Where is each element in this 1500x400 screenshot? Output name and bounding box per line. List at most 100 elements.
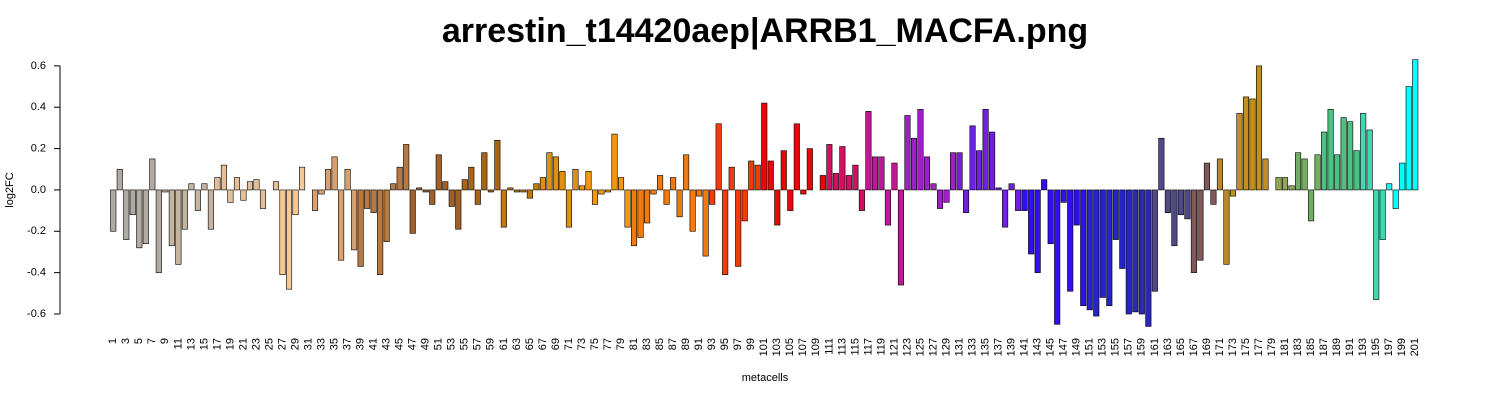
- bar: [604, 189, 612, 193]
- bar: [474, 189, 481, 205]
- bar: [344, 168, 351, 191]
- bar: [325, 168, 332, 191]
- x-tick-label: 5: [133, 338, 145, 344]
- bar: [149, 158, 156, 191]
- x-tick-label: 141: [1019, 338, 1031, 356]
- bar: [650, 189, 657, 195]
- bar: [1093, 189, 1100, 317]
- bar: [1282, 177, 1289, 191]
- bar: [1145, 189, 1152, 327]
- x-tick-label: 39: [355, 338, 367, 350]
- x-tick-label: 137: [993, 338, 1005, 356]
- bar: [1190, 189, 1197, 273]
- bar: [442, 181, 449, 191]
- bar: [1119, 189, 1126, 269]
- bar: [1373, 189, 1380, 300]
- bar: [422, 189, 429, 193]
- x-tick-label: 11: [172, 338, 184, 349]
- bar: [526, 189, 533, 199]
- bar: [910, 137, 918, 191]
- x-tick-label: 57: [472, 338, 484, 350]
- bar: [1353, 150, 1360, 191]
- bar: [761, 102, 768, 191]
- bar: [1399, 162, 1406, 191]
- bar: [976, 150, 983, 191]
- bar: [246, 181, 253, 191]
- x-tick-label: 3: [120, 338, 132, 344]
- bar: [1028, 189, 1035, 255]
- bar: [1405, 86, 1412, 191]
- x-tick-label: 155: [1110, 338, 1122, 356]
- x-tick-label: 183: [1292, 338, 1304, 356]
- bar: [559, 171, 566, 191]
- bar: [852, 164, 859, 191]
- bar: [390, 183, 397, 191]
- bar: [995, 187, 1002, 191]
- bar: [357, 189, 364, 267]
- bar: [741, 189, 748, 222]
- bar: [1002, 189, 1009, 228]
- bar: [826, 144, 833, 191]
- bar: [1216, 158, 1223, 191]
- bar: [487, 189, 494, 193]
- bar: [416, 187, 423, 191]
- x-tick-label: 179: [1266, 338, 1278, 356]
- x-tick-label: 99: [745, 338, 757, 350]
- x-tick-label: 69: [550, 338, 562, 350]
- x-tick-label: 127: [927, 338, 939, 356]
- bar: [989, 131, 996, 191]
- x-tick-label: 131: [953, 338, 965, 356]
- bar: [950, 152, 957, 191]
- bar: [259, 189, 267, 209]
- bar: [683, 154, 690, 191]
- bar: [338, 189, 345, 261]
- x-tick-label: 113: [836, 338, 848, 356]
- bar: [702, 189, 709, 257]
- x-tick-label: 111: [823, 338, 835, 355]
- bar: [1086, 189, 1093, 311]
- x-tick-label: 199: [1396, 338, 1408, 356]
- x-tick-label: 45: [394, 338, 406, 350]
- bar: [572, 168, 579, 191]
- bar: [435, 154, 442, 191]
- bar: [1301, 158, 1308, 191]
- bar: [943, 189, 950, 203]
- bar: [207, 189, 214, 230]
- bar: [175, 189, 182, 265]
- bar: [194, 189, 201, 211]
- x-tick-label: 73: [576, 338, 588, 350]
- x-tick-label: 35: [328, 338, 340, 350]
- x-tick-label: 15: [198, 338, 210, 350]
- bar: [1015, 189, 1022, 211]
- bar: [1171, 189, 1178, 247]
- x-tick-label: 195: [1370, 338, 1382, 356]
- x-tick-label: 63: [511, 338, 523, 350]
- bar: [409, 189, 416, 234]
- bar: [839, 146, 846, 191]
- chart-title: arrestin_t14420aep|ARRB1_MACFA.png: [442, 12, 1088, 50]
- x-tick-label: 153: [1097, 338, 1109, 356]
- bar: [136, 189, 143, 249]
- bar: [644, 189, 651, 224]
- y-tick-label: -0.6: [27, 308, 46, 320]
- x-tick-label: 13: [185, 338, 197, 350]
- x-tick-label: 115: [849, 338, 861, 356]
- bar: [240, 189, 247, 201]
- bar: [1034, 189, 1041, 273]
- x-tick-label: 47: [407, 338, 419, 350]
- bar: [565, 189, 572, 228]
- bar: [735, 189, 742, 267]
- x-tick-label: 161: [1149, 338, 1161, 356]
- bar: [123, 189, 130, 240]
- bar: [429, 189, 436, 205]
- x-tick-label: 83: [641, 338, 653, 350]
- x-tick-label: 29: [289, 338, 301, 350]
- bar: [871, 156, 878, 191]
- bar: [591, 189, 599, 205]
- bar: [162, 189, 169, 193]
- bar: [754, 164, 761, 191]
- x-tick-label: 49: [420, 338, 432, 350]
- x-tick-label: 103: [771, 338, 783, 356]
- bar: [1379, 189, 1386, 240]
